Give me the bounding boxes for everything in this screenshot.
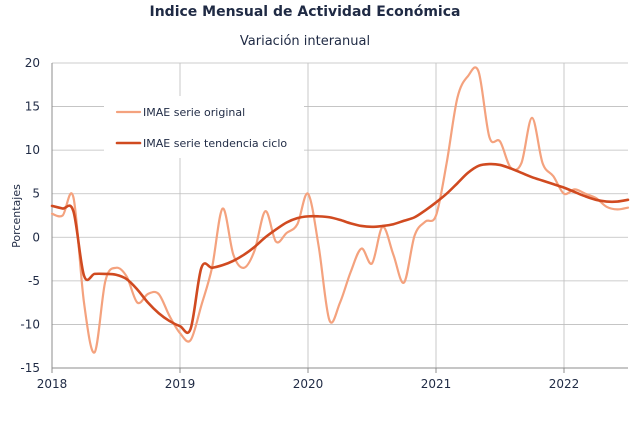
y-tick-label: 10 [25,143,40,157]
x-tick-label: 2018 [37,377,68,391]
legend-box [104,96,304,158]
legend-label-trend: IMAE serie tendencia ciclo [143,137,287,150]
y-tick-label: 5 [32,187,40,201]
y-tick-label: 0 [32,230,40,244]
series-line-original [50,66,630,354]
x-tick-label: 2022 [549,377,580,391]
y-axis-title: Porcentajes [10,184,23,248]
x-tick-label: 2021 [421,377,452,391]
chart-subtitle: Variación interanual [240,34,370,49]
legend: IMAE serie original IMAE serie tendencia… [104,96,304,158]
legend-label-original: IMAE serie original [143,106,245,119]
chart-title: Indice Mensual de Actividad Económica [150,4,461,20]
series-line-trend [50,162,630,334]
y-tick-label: 15 [25,100,40,114]
y-tick-label: 20 [25,56,40,70]
series-lines [50,66,630,354]
y-tick-label: -5 [28,274,40,288]
x-tick-label: 2020 [293,377,324,391]
x-tick-label: 2019 [165,377,196,391]
y-tick-label: -10 [20,317,40,331]
axes: -15 -10 -5 0 5 10 15 20 2018 2019 2020 2021 2022 [20,56,628,391]
y-tick-label: -15 [20,361,40,375]
